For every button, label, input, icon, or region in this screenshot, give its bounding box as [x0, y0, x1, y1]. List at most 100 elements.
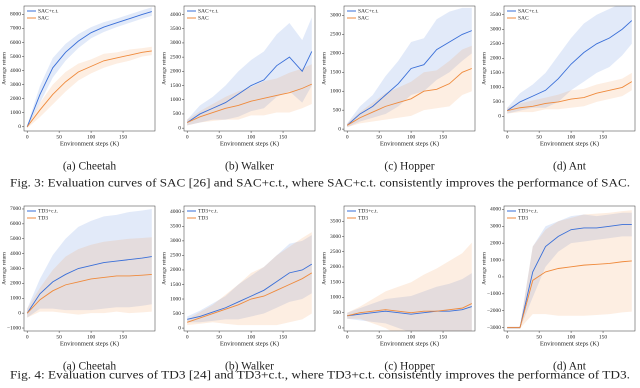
y-tick-label: 500 [173, 311, 182, 317]
y-tick-label: 500 [173, 111, 182, 117]
x-tick-label: 100 [87, 334, 96, 340]
line [347, 306, 472, 317]
subplot: −1000 0 1000 2000 3000 4000 5000 6000 7000 0 50 100… [1, 205, 156, 373]
x-tick-label: 100 [247, 134, 256, 140]
y-tick-label: −1000 [487, 291, 501, 297]
x-tick-label: 0 [346, 334, 349, 340]
subplot: 0 500 1000 1500 2000 2500 3000 0 50 100 150Environ… [321, 5, 476, 173]
line [187, 272, 313, 323]
x-tick-label: 0 [506, 334, 509, 340]
y-tick-label: 3000 [330, 234, 341, 240]
error-band [187, 232, 312, 326]
x-tick-label: 150 [439, 334, 448, 340]
y-tick-label: 2000 [10, 281, 21, 287]
plot-frame [23, 5, 156, 132]
legend-label: SAC+c.t. [198, 8, 219, 14]
x-tick-label: 50 [376, 334, 382, 340]
y-tick-label: 3000 [170, 238, 181, 244]
y-tick-label: 1500 [330, 279, 341, 285]
x-axis-label: Environment steps (K) [540, 340, 599, 347]
error-band [27, 237, 152, 318]
line [26, 11, 152, 127]
figure-caption: Fig. 3: Evaluation curves of SAC [26] an… [10, 178, 630, 190]
y-axis-label: Average return [1, 252, 7, 285]
subcaption: (d) Ant [553, 361, 587, 373]
y-tick-label: 1000 [330, 88, 341, 94]
line [506, 20, 633, 112]
y-tick-label: 3000 [490, 224, 501, 230]
legend-label: SAC+c.t. [358, 8, 379, 14]
legend-label: SAC [518, 15, 529, 21]
x-tick-label: 0 [506, 134, 509, 140]
legend-label: TD3 [38, 215, 48, 221]
subcaption: (b) Walker [225, 361, 274, 373]
y-tick-label: 3000 [10, 266, 21, 272]
x-axis-label: Environment steps (K) [60, 340, 119, 347]
legend-label: SAC+c.t. [38, 8, 59, 14]
y-tick-label: 2000 [490, 56, 501, 62]
legend-label: TD3+c.t. [38, 208, 59, 214]
line [507, 81, 633, 112]
x-tick-label: 50 [376, 134, 382, 140]
subplot: 0 500 1000 1500 2000 2500 3000 3500 4000 0 50 100 15… [161, 5, 316, 173]
y-axis-label: Average return [481, 52, 487, 85]
x-tick-label: 50 [536, 134, 542, 140]
y-tick-label: 3000 [490, 27, 501, 33]
legend-label: TD3 [358, 215, 368, 221]
y-tick-label: 2000 [10, 96, 21, 102]
x-axis-label: Environment steps (K) [220, 140, 279, 147]
figure-caption: Fig. 4: Evaluation curves of TD3 [24] an… [10, 370, 630, 382]
plot-frame [343, 205, 476, 332]
y-tick-label: 2000 [490, 240, 501, 246]
x-tick-label: 150 [119, 134, 128, 140]
x-tick-label: 50 [56, 134, 62, 140]
subcaption: (a) Cheetah [63, 161, 117, 173]
y-tick-label: −1000 [7, 325, 21, 331]
subcaption: (d) Ant [553, 161, 587, 173]
y-tick-label: 3000 [330, 13, 341, 19]
error-band [187, 235, 312, 323]
y-tick-label: 0 [178, 325, 181, 331]
x-axis-label: Environment steps (K) [220, 340, 279, 347]
error-band [187, 17, 312, 126]
legend-label: SAC [198, 15, 209, 21]
legend-label: SAC [38, 15, 49, 21]
error-band [187, 64, 312, 126]
error-band [347, 45, 472, 128]
y-tick-label: 2500 [330, 249, 341, 255]
x-tick-label: 50 [56, 334, 62, 340]
plot-frame [183, 5, 316, 132]
x-tick-label: 150 [119, 334, 128, 340]
x-tick-label: 150 [279, 334, 288, 340]
y-tick-label: 1000 [490, 257, 501, 263]
y-tick-label: 0 [18, 124, 21, 130]
y-tick-label: 3000 [170, 40, 181, 46]
x-axis-label: Environment steps (K) [380, 340, 439, 347]
x-tick-label: 50 [536, 334, 542, 340]
y-tick-label: 2500 [490, 41, 501, 47]
legend-label: SAC+c.t. [518, 8, 539, 14]
x-tick-label: 150 [599, 134, 608, 140]
x-tick-label: 0 [186, 134, 189, 140]
y-tick-label: 6000 [10, 40, 21, 46]
x-tick-label: 50 [216, 334, 222, 340]
y-tick-label: 2000 [330, 264, 341, 270]
y-tick-label: 1000 [10, 110, 21, 116]
x-tick-label: 100 [407, 334, 416, 340]
y-tick-label: −3000 [487, 325, 501, 331]
legend-label: TD3+c.t. [518, 208, 539, 214]
legend-label: TD3 [198, 215, 208, 221]
x-axis-label: Environment steps (K) [380, 140, 439, 147]
subcaption: (a) Cheetah [63, 361, 117, 373]
y-tick-label: 7000 [10, 206, 21, 212]
legend-label: TD3 [518, 215, 528, 221]
y-tick-label: 0 [178, 125, 181, 131]
y-tick-label: 4000 [10, 251, 21, 257]
x-tick-label: 100 [247, 334, 256, 340]
subplot: −3000 −2000 −1000 0 1000 2000 3000 4000 0 50 100 15… [481, 205, 636, 373]
plot-frame [503, 205, 636, 332]
line [347, 303, 472, 317]
x-tick-label: 150 [599, 334, 608, 340]
y-tick-label: 4000 [170, 209, 181, 215]
y-tick-label: 500 [333, 107, 342, 113]
